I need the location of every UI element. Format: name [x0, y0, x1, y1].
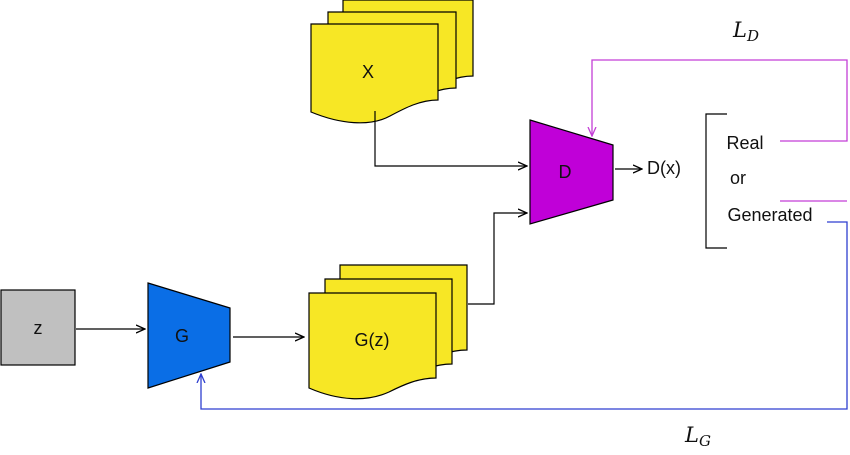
discriminator-loss-path	[592, 59, 848, 142]
noise-input-rect	[0, 289, 76, 366]
generator-label: G	[175, 326, 189, 346]
discriminator-block: D	[529, 119, 614, 225]
decision-or-label: or	[730, 168, 746, 188]
generated-data-to-discriminator-arrow	[468, 213, 527, 305]
decision-bracket	[705, 113, 727, 249]
generated-data-sheet-front	[308, 292, 437, 400]
generated-data-stack: G(z)	[308, 264, 468, 400]
real-data-stack: X	[310, 0, 474, 124]
real-data-label: X	[362, 62, 374, 82]
generator-loss-symbol: L	[684, 423, 699, 447]
discriminator-output-label: D(x)	[647, 158, 681, 178]
generator-block: G	[147, 282, 231, 389]
real-data-sheet-front	[310, 23, 439, 124]
generator-shape	[147, 282, 231, 389]
real-data-to-discriminator-arrow	[374, 111, 527, 166]
discriminator-loss-subscript: D	[746, 27, 759, 45]
noise-input-label: z	[34, 318, 43, 338]
discriminator-loss-label: LD	[732, 18, 759, 45]
decision-real-label: Real	[726, 133, 763, 153]
generated-data-label: G(z)	[355, 330, 390, 350]
decision-generated-label: Generated	[727, 205, 812, 225]
discriminator-label: D	[559, 162, 572, 182]
noise-input-box: z	[0, 289, 76, 366]
discriminator-loss-symbol: L	[732, 18, 747, 42]
generator-loss-subscript: G	[699, 432, 711, 450]
discriminator-shape	[529, 119, 614, 225]
generator-loss-label: LG	[684, 423, 711, 450]
generator-loss-path	[201, 221, 848, 410]
